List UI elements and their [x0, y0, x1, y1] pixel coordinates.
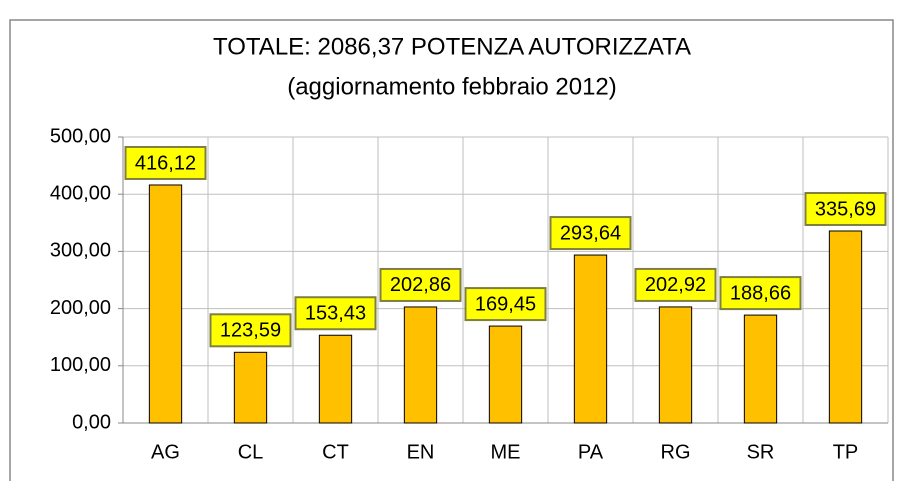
x-tick-label: CL [238, 441, 264, 463]
value-label-box [294, 296, 377, 331]
chart-frame [9, 19, 894, 481]
value-label: 123,59 [220, 320, 281, 342]
value-label-box [379, 267, 462, 302]
value-label: 169,45 [475, 293, 536, 315]
value-label: 202,86 [390, 274, 451, 296]
bar [488, 325, 523, 424]
value-label-box [634, 267, 717, 302]
value-label-box [549, 216, 632, 251]
value-label-box [464, 287, 547, 322]
x-tick-label: ME [491, 441, 521, 463]
y-tick-label: 100,00 [50, 354, 111, 376]
bar [573, 254, 608, 424]
value-label: 335,69 [815, 198, 876, 220]
bar [233, 351, 268, 424]
value-label-box [124, 145, 207, 180]
y-tick-label: 0,00 [72, 411, 111, 433]
y-tick-label: 200,00 [50, 297, 111, 319]
bar [318, 334, 353, 424]
x-tick-label: EN [407, 441, 435, 463]
bar [828, 230, 863, 424]
x-tick-label: SR [747, 441, 775, 463]
x-tick-label: AG [151, 441, 180, 463]
value-label-box [719, 276, 802, 311]
bar [403, 306, 438, 424]
value-label: 416,12 [135, 152, 196, 174]
x-tick-label: TP [833, 441, 859, 463]
chart-subtitle: (aggiornamento febbraio 2012) [287, 73, 617, 100]
value-label: 293,64 [560, 222, 621, 244]
bar [743, 314, 778, 424]
value-label: 153,43 [305, 303, 366, 325]
x-tick-label: RG [661, 441, 691, 463]
value-label: 188,66 [730, 282, 791, 304]
value-label-box [209, 313, 292, 348]
value-label: 202,92 [645, 274, 706, 296]
x-tick-label: PA [578, 441, 604, 463]
x-tick-label: CT [322, 441, 349, 463]
chart-title: TOTALE: 2086,37 POTENZA AUTORIZZATA [213, 33, 691, 60]
y-tick-label: 400,00 [50, 182, 111, 204]
bar [148, 184, 183, 424]
bar [658, 306, 693, 424]
y-tick-label: 300,00 [50, 240, 111, 262]
y-tick-label: 500,00 [50, 125, 111, 147]
value-label-box [804, 191, 887, 226]
